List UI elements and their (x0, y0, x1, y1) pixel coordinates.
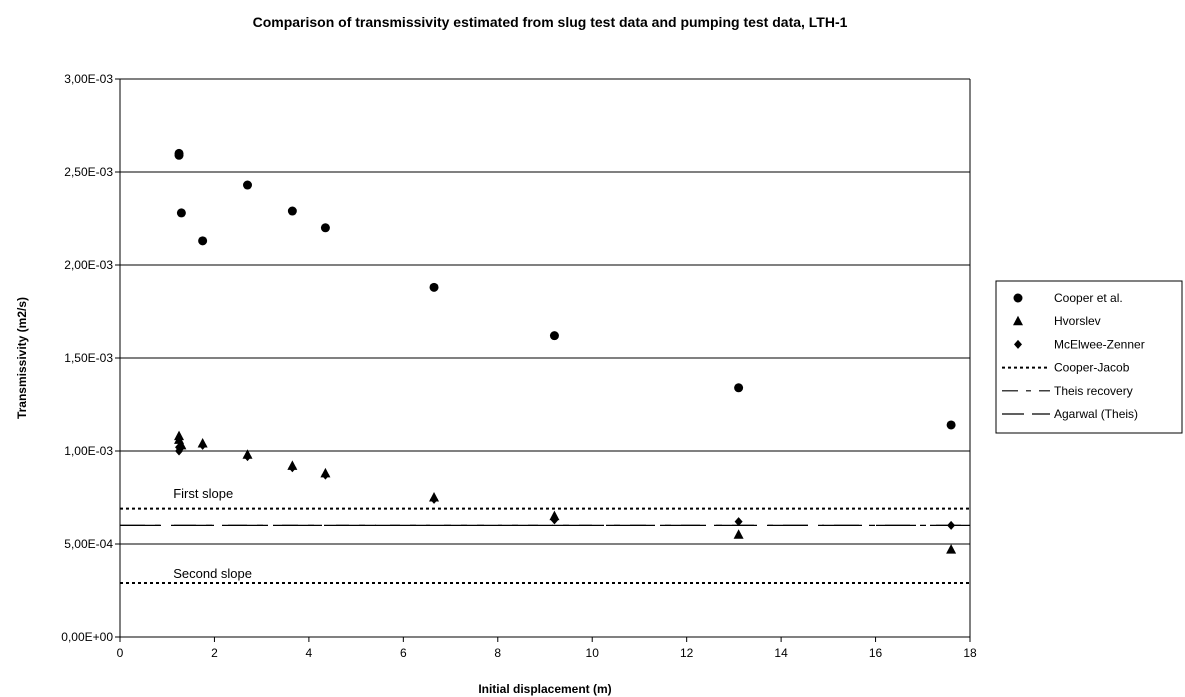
x-tick-label: 10 (586, 646, 600, 660)
legend-marker (1013, 315, 1023, 326)
legend-entry: Cooper et al. (1054, 291, 1123, 305)
annotation-label: First slope (173, 486, 233, 501)
annotations: First slope Second slope (173, 486, 252, 581)
point-cooper-et-al (174, 150, 184, 160)
legend-entry: Theis recovery (1054, 384, 1133, 398)
y-tick-label: 3,00E-03 (64, 72, 113, 86)
data-points (174, 148, 957, 554)
point-mcelwee-zenner (198, 440, 207, 450)
annotation-label: Second slope (173, 566, 252, 581)
x-tick-label: 14 (774, 646, 788, 660)
legend-marker (1013, 293, 1023, 303)
point-cooper-et-al (429, 282, 439, 292)
point-mcelwee-zenner (321, 470, 330, 480)
point-cooper-et-al (176, 208, 186, 218)
point-cooper-et-al (320, 223, 330, 233)
axes (115, 78, 971, 642)
y-tick-label: 2,00E-03 (64, 258, 113, 272)
reference-lines (120, 507, 970, 585)
x-tick-label: 2 (211, 646, 218, 660)
y-tick-label: 1,50E-03 (64, 351, 113, 365)
legend: Cooper et al. Hvorslev McElwee-Zenner Coope… (995, 280, 1183, 434)
y-axis-label: Transmissivity (m2/s) (15, 297, 29, 419)
point-mcelwee-zenner (288, 463, 297, 473)
point-mcelwee-zenner (177, 442, 186, 452)
point-mcelwee-zenner (243, 452, 252, 462)
x-tick-label: 16 (869, 646, 883, 660)
y-tick-label: 2,50E-03 (64, 165, 113, 179)
chart-title: Comparison of transmissivity estimated f… (252, 14, 848, 30)
point-cooper-et-al (946, 420, 956, 430)
point-cooper-et-al (243, 180, 252, 190)
x-tick-label: 4 (306, 646, 313, 660)
x-tick-label: 0 (117, 646, 124, 660)
point-hvorslev (946, 544, 957, 554)
point-mcelwee-zenner (430, 494, 439, 504)
x-tick-label: 12 (680, 646, 694, 660)
point-mcelwee-zenner (550, 515, 559, 525)
point-cooper-et-al (287, 206, 297, 216)
legend-entry: McElwee-Zenner (1054, 337, 1145, 351)
point-mcelwee-zenner (947, 520, 956, 530)
x-axis-label: Initial displacement (m) (478, 682, 611, 696)
point-cooper-et-al (198, 236, 208, 246)
legend-box (995, 280, 1183, 434)
x-tick-label: 6 (400, 646, 407, 660)
y-tick-label: 1,00E-03 (64, 444, 113, 458)
tick-labels: 0,00E+00 5,00E-04 1,00E-03 1,50E-03 2,00E-03… (61, 72, 977, 660)
y-tick-label: 5,00E-04 (64, 537, 113, 551)
legend-entry: Agarwal (Theis) (1054, 407, 1138, 421)
legend-marker (1014, 339, 1022, 349)
legend-entry: Hvorslev (1054, 314, 1101, 328)
point-cooper-et-al (549, 331, 559, 341)
point-hvorslev (733, 529, 744, 539)
point-mcelwee-zenner (734, 517, 743, 527)
grid-lines (120, 78, 970, 545)
y-tick-label: 0,00E+00 (61, 630, 113, 644)
x-tick-label: 8 (494, 646, 501, 660)
x-tick-label: 18 (963, 646, 977, 660)
point-cooper-et-al (734, 383, 744, 393)
legend-entry: Cooper-Jacob (1054, 361, 1130, 375)
